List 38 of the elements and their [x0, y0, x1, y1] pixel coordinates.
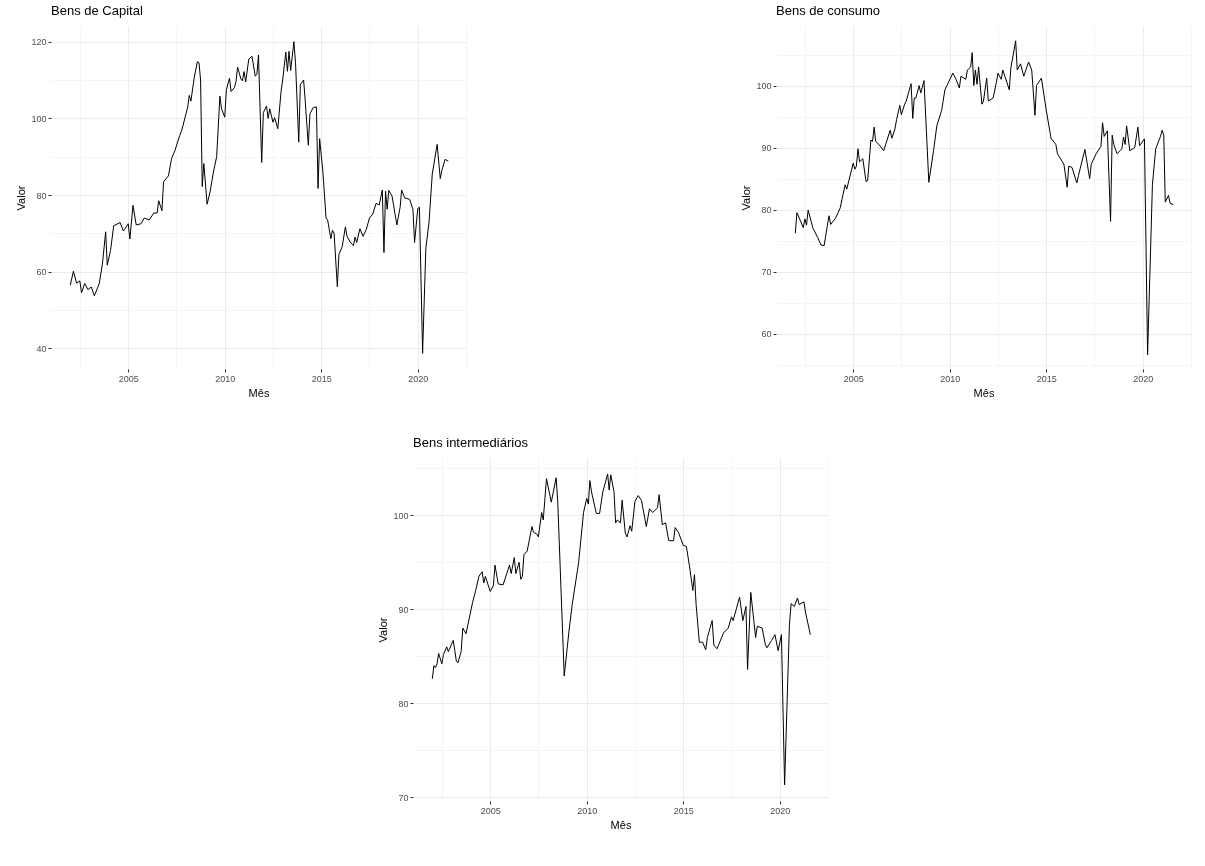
y-tick-label: 80	[398, 698, 409, 709]
x-tick-label: 2020	[1133, 373, 1154, 384]
x-tick-label: 2010	[215, 373, 236, 384]
y-tick-label: 80	[36, 190, 47, 201]
y-tick-label: 70	[761, 267, 772, 278]
y-tick-label: 100	[756, 81, 772, 92]
y-tick-label: 90	[398, 604, 409, 615]
y-tick-label: 60	[761, 329, 772, 340]
y-tick-label: 80	[761, 205, 772, 216]
y-axis-title: Valor	[15, 185, 28, 211]
line-series	[794, 40, 1174, 356]
x-tick-label: 2015	[311, 373, 332, 384]
line-series	[431, 473, 811, 786]
chart-title: Bens de Capital	[51, 3, 143, 18]
x-tick-label: 2020	[408, 373, 429, 384]
y-tick-label: 40	[36, 343, 47, 354]
chart-title: Bens intermediários	[413, 435, 529, 450]
x-tick-label: 2005	[480, 805, 501, 816]
x-tick-label: 2005	[843, 373, 864, 384]
y-tick-label: 120	[31, 37, 47, 48]
x-axis-title: Mês	[973, 386, 995, 399]
x-tick-label: 2010	[940, 373, 961, 384]
y-tick-label: 100	[31, 113, 47, 124]
y-axis-title: Valor	[377, 617, 390, 643]
y-tick-label: 100	[393, 510, 409, 521]
y-tick-label: 70	[398, 792, 409, 803]
x-axis-title: Mês	[248, 386, 270, 399]
x-tick-label: 2015	[673, 805, 694, 816]
y-tick-label: 60	[36, 267, 47, 278]
chart-title: Bens de consumo	[776, 3, 881, 18]
x-tick-label: 2005	[118, 373, 139, 384]
y-axis-title: Valor	[740, 185, 753, 211]
x-tick-label: 2010	[577, 805, 598, 816]
line-series	[69, 41, 449, 354]
x-tick-label: 2015	[1036, 373, 1057, 384]
x-axis-title: Mês	[610, 818, 632, 831]
x-tick-label: 2020	[770, 805, 791, 816]
y-tick-label: 90	[761, 143, 772, 154]
